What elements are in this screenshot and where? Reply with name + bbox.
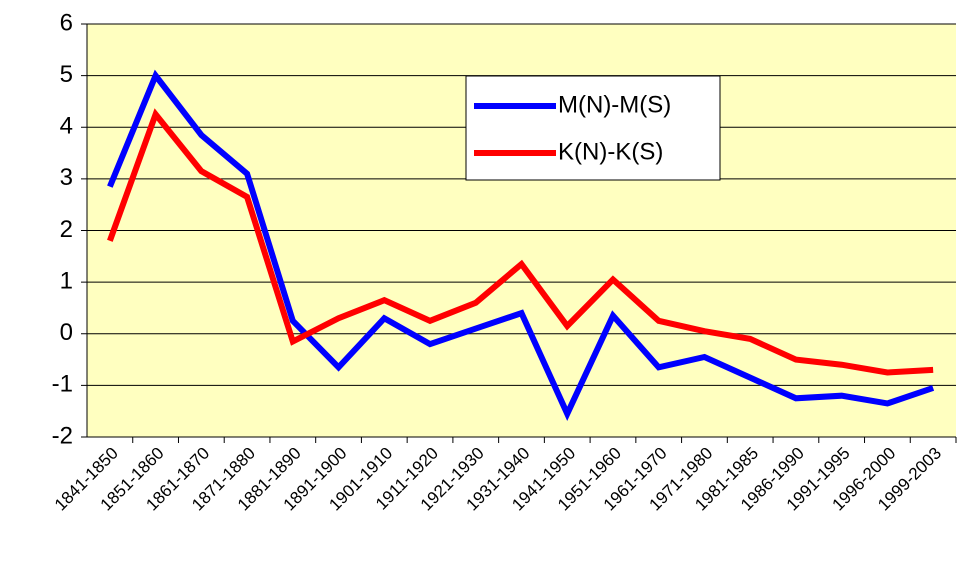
y-tick-label: 0 [60,319,73,346]
y-tick-label: 4 [60,113,73,140]
y-tick-label: -2 [52,422,73,449]
y-tick-label: -1 [52,371,73,398]
line-series [107,108,934,376]
legend-label: M(N)-M(S) [558,91,671,118]
y-tick-label: 1 [60,267,73,294]
y-tick-label: 6 [60,9,73,36]
line-series [107,69,935,421]
legend-box [465,75,721,181]
y-tick-label: 3 [60,164,73,191]
y-tick-label: 2 [60,216,73,243]
y-tick-label: 5 [60,61,73,88]
legend-label: K(N)-K(S) [558,138,663,165]
